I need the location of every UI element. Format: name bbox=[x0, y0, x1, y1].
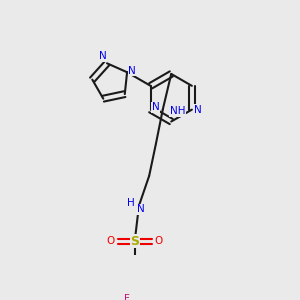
Text: O: O bbox=[154, 236, 163, 246]
Text: O: O bbox=[107, 236, 115, 246]
Text: N: N bbox=[137, 204, 145, 214]
Text: NH: NH bbox=[169, 106, 185, 116]
Text: N: N bbox=[99, 52, 106, 61]
Text: N: N bbox=[152, 102, 160, 112]
Text: S: S bbox=[130, 235, 139, 248]
Text: H: H bbox=[127, 198, 134, 208]
Text: F: F bbox=[124, 294, 130, 300]
Text: N: N bbox=[128, 65, 136, 76]
Text: N: N bbox=[194, 105, 202, 115]
